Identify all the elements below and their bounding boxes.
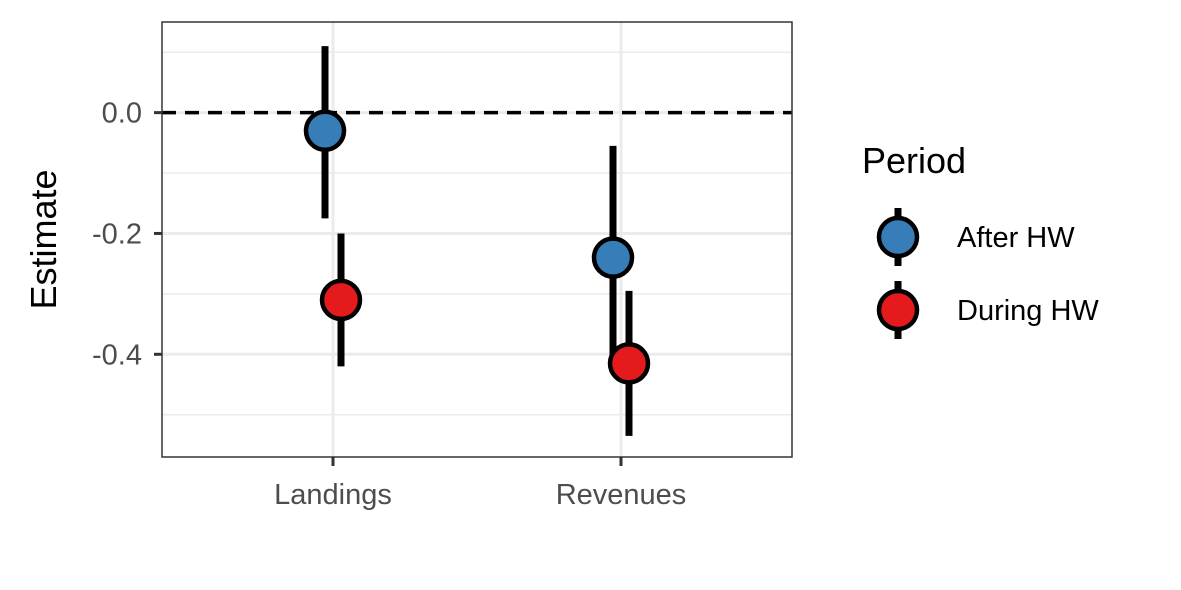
point-marker [319,278,363,322]
plot-panel-border [161,21,793,458]
point-marker [591,236,635,279]
legend-label: During HW [957,295,1099,327]
legend-title: Period [862,140,966,181]
data-marks [303,46,651,436]
y-axis-title: Estimate [23,169,64,309]
point-marker [607,342,651,385]
axes: 0.0 -0.2 -0.4 Landings Revenues [92,98,686,511]
legend-key-marker [876,215,920,259]
y-tick-label: -0.4 [92,339,142,371]
legend-key-marker [876,288,920,332]
x-tick-label: Revenues [556,479,687,511]
x-tick-label: Landings [274,479,392,511]
y-tick-label: -0.2 [92,218,142,250]
legend: Period After HW During HW [862,140,1099,339]
plot-panel-background [162,22,792,457]
y-tick-label: 0.0 [102,98,142,130]
grid-lines [162,22,792,457]
legend-label: After HW [957,222,1075,254]
point-marker [303,109,347,152]
